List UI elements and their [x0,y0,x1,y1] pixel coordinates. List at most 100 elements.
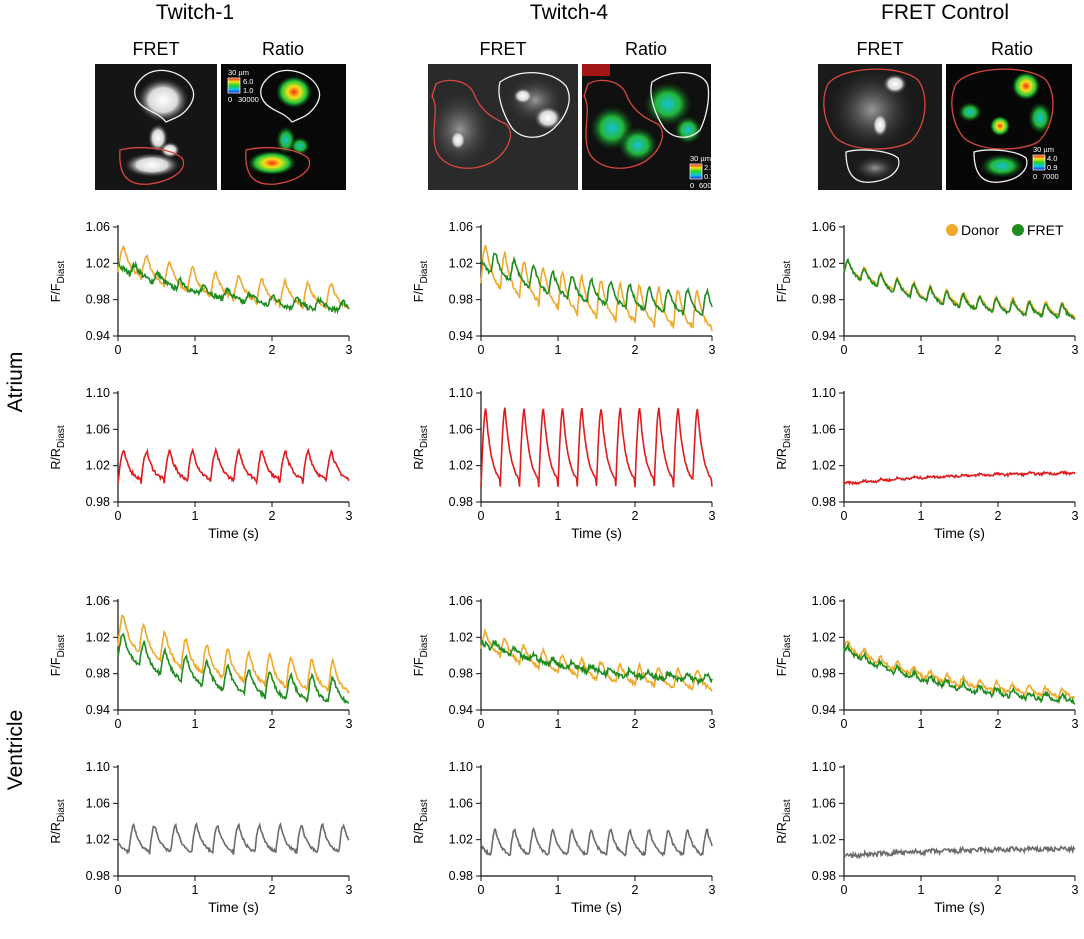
chart-panel-t1-atrium-r: 0.98 1.02 1.06 1.10 0 1 2 3 R/RDiast Time (s) [49,386,353,541]
series-line-fret [117,632,350,704]
x-tick-label: 3 [1072,343,1079,357]
y-axis-label-sub: Diast [419,425,430,448]
fret-min-label: 0 [228,95,232,104]
chart-panel-fc-atrium-f: 0.94 0.98 1.02 1.06 0 1 2 3 F/FDiast [775,220,1079,357]
ratio-max-label: 4.0 [1047,154,1057,163]
micrograph-ratio-twitch-4: 30 µm 2.5 0.9 0 6000 [582,64,716,190]
series-line-fret [117,260,350,315]
y-axis-label-sub: Diast [56,261,67,284]
y-axis-label-main: R/R [412,448,426,470]
y-tick-label: 0.98 [449,495,473,509]
x-tick-label: 2 [269,717,276,731]
y-tick-label: 1.06 [86,422,110,436]
ratio-min-label: 0.9 [704,172,714,181]
y-tick-label: 1.06 [449,594,473,608]
y-axis-label-main: R/R [49,448,63,470]
series-line-ratio [843,844,1076,860]
y-tick-label: 1.06 [86,220,110,234]
scale-bar-label: 30 µm [690,154,711,163]
series-line-fret [480,639,713,687]
ratio-max-label: 2.5 [704,163,714,172]
y-axis-label-main: F/F [775,283,789,302]
y-tick-label: 1.06 [812,796,836,810]
fret-max-label: 30000 [238,95,259,104]
y-tick-label: 1.02 [812,833,836,847]
legend-marker-fret [1012,224,1024,236]
x-tick-label: 3 [346,509,353,523]
x-tick-label: 1 [918,509,925,523]
y-tick-label: 0.98 [86,869,110,883]
chart-panel-t4-atrium-r: 0.98 1.02 1.06 1.10 0 1 2 3 R/RDiast Time (s) [412,386,716,541]
x-tick-label: 0 [115,509,122,523]
y-tick-label: 1.10 [86,760,110,774]
y-axis-label-sub: Diast [419,635,430,658]
y-tick-label: 1.06 [86,594,110,608]
y-tick-label: 1.02 [449,256,473,270]
micrograph-ratio-fret-control: 30 µm 4.0 0.9 0 7000 [946,64,1072,190]
x-tick-label: 1 [192,509,199,523]
y-axis-label: R/RDiast [775,799,793,844]
y-tick-label: 1.10 [812,760,836,774]
x-tick-label: 2 [269,883,276,897]
ratio-max-label: 6.0 [243,77,253,86]
y-tick-label: 1.02 [449,833,473,847]
x-tick-label: 3 [709,343,716,357]
y-axis-label: F/FDiast [775,635,793,677]
y-tick-label: 1.06 [812,220,836,234]
y-axis-label-main: F/F [49,283,63,302]
y-axis-label-main: F/F [49,657,63,676]
y-tick-label: 0.94 [86,329,110,343]
series-line-donor [843,258,1076,319]
series-line-ratio [117,821,350,855]
micrograph-ratio-twitch-1: 30 µm 6.0 1.0 0 30000 [221,64,346,190]
y-axis-label-main: F/F [412,657,426,676]
scale-bar-label: 30 µm [1033,145,1054,154]
y-tick-label: 0.94 [86,703,110,717]
y-axis-label: F/FDiast [775,261,793,303]
chart-panel-t4-atrium-f: 0.94 0.98 1.02 1.06 0 1 2 3 F/FDiast [412,220,716,357]
y-axis-label-sub: Diast [56,799,67,822]
x-tick-label: 0 [478,717,485,731]
y-axis-label: R/RDiast [412,799,430,844]
column-title-twitch-1: Twitch-1 [156,1,234,24]
y-axis-label: R/RDiast [775,425,793,470]
chart-panel-t1-ventricle-f: 0.94 0.98 1.02 1.06 0 1 2 3 F/FDiast [49,594,353,731]
x-tick-label: 1 [555,343,562,357]
chart-panels: 0.940.981.021.060 1 2 3F/FDiast0.981.021.06… [49,220,1079,915]
y-axis-label: F/FDiast [412,261,430,303]
x-tick-label: 2 [269,509,276,523]
x-tick-label: 1 [918,883,925,897]
y-tick-label: 1.06 [449,796,473,810]
y-axis-label-sub: Diast [419,261,430,284]
y-axis-label-sub: Diast [782,799,793,822]
y-axis-label: F/FDiast [49,261,67,303]
y-tick-label: 1.02 [86,630,110,644]
y-tick-label: 0.98 [812,869,836,883]
y-axis-label-main: F/F [775,657,789,676]
x-tick-label: 3 [709,883,716,897]
image-label-fret: FRET [480,39,527,59]
x-axis-label: Time (s) [571,899,622,915]
y-tick-label: 1.06 [449,422,473,436]
series-line-fret [480,252,713,317]
x-tick-label: 2 [995,343,1002,357]
y-tick-label: 1.10 [812,386,836,400]
y-axis-label-main: R/R [412,822,426,844]
fret-max-label: 6000 [699,181,716,190]
ratio-min-label: 1.0 [243,86,253,95]
y-axis-label-sub: Diast [56,635,67,658]
y-tick-label: 1.06 [86,796,110,810]
x-tick-label: 3 [1072,509,1079,523]
x-tick-label: 0 [115,883,122,897]
series-line-ratio [480,407,713,488]
x-tick-label: 0 [841,343,848,357]
chart-panel-t1-ventricle-r: 0.98 1.02 1.06 1.10 0 1 2 3 R/RDiast Time (s) [49,760,353,915]
y-axis-label-sub: Diast [56,425,67,448]
legend-marker-donor [946,224,958,236]
x-tick-label: 1 [192,883,199,897]
fret-min-label: 0 [1033,172,1037,181]
x-tick-label: 3 [1072,883,1079,897]
y-axis-label-sub: Diast [782,425,793,448]
x-tick-label: 0 [115,343,122,357]
